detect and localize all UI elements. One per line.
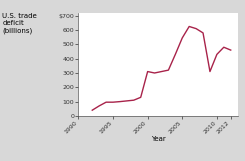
Text: U.S. trade
deficit
(billions): U.S. trade deficit (billions) xyxy=(2,13,37,34)
X-axis label: Year: Year xyxy=(151,136,165,142)
